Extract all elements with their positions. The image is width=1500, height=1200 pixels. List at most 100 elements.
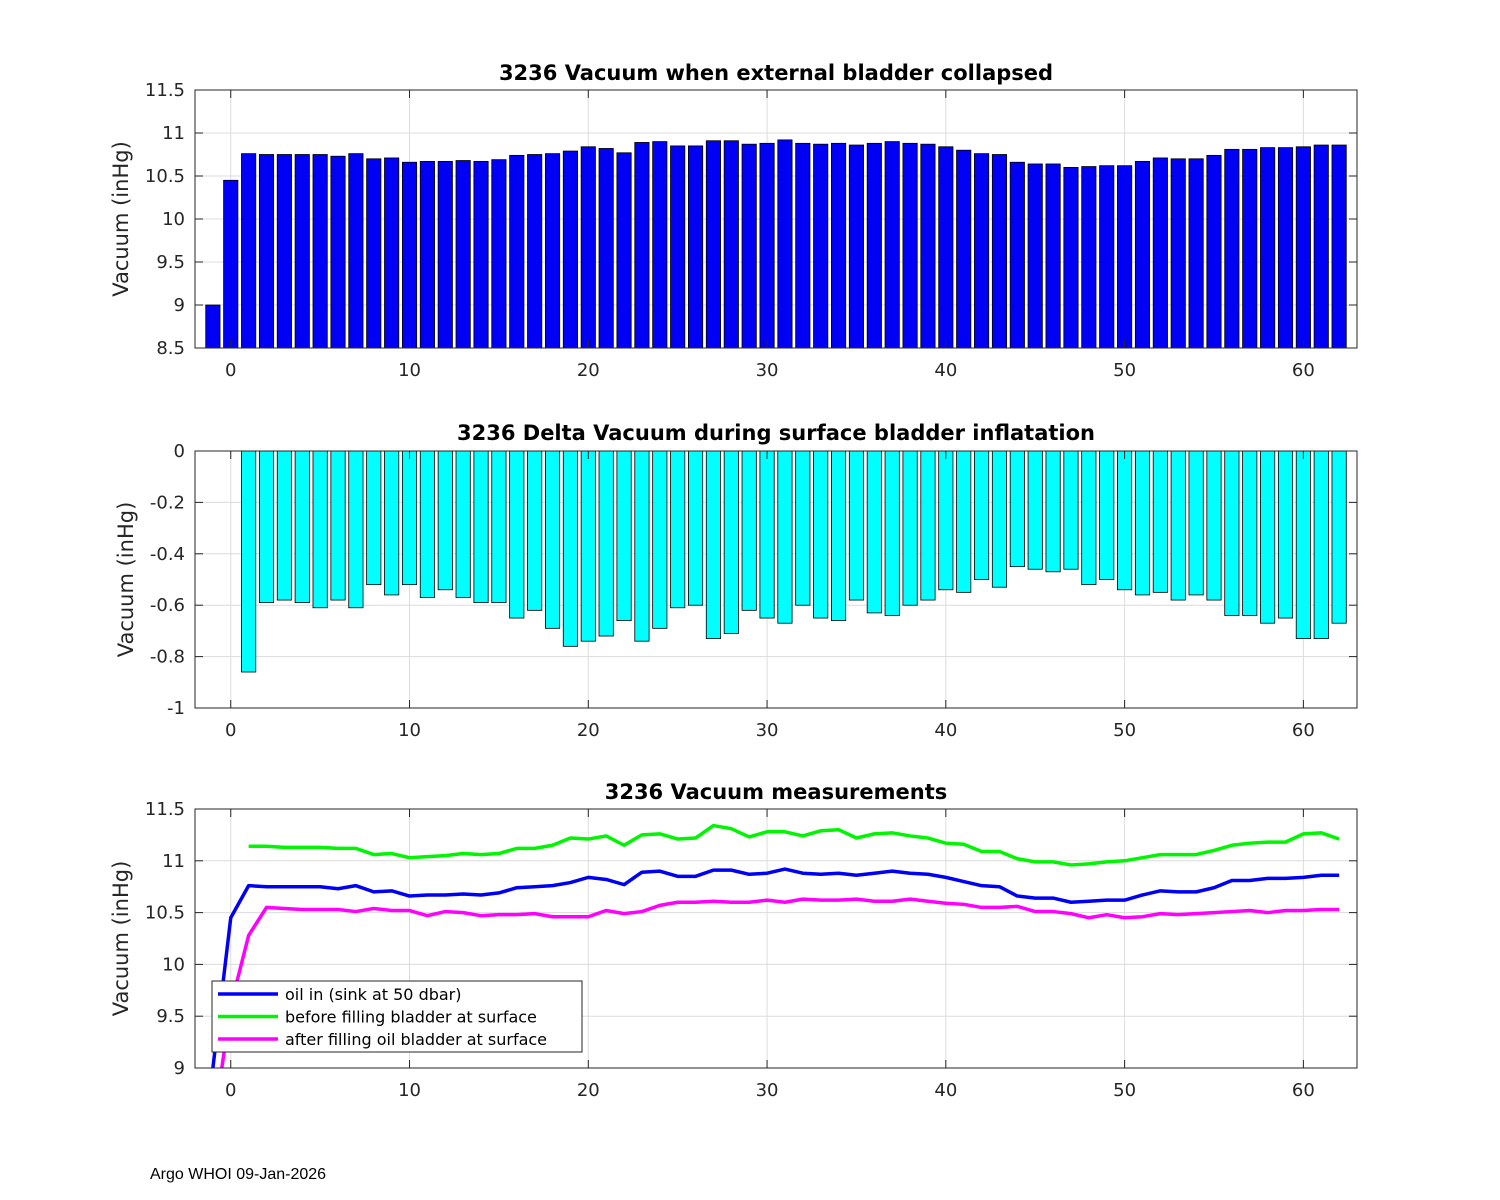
delta-vacuum-bar [1277,450,1294,619]
vacuum-collapsed-bar [1295,146,1311,349]
delta-vacuum-bar [777,450,793,624]
vacuum-collapsed-bar [974,153,990,349]
delta-vacuum-bar [455,450,471,598]
legend-label-after-filling: after filling oil bladder at surface [285,1030,547,1049]
vacuum-collapsed-bar [1009,161,1025,349]
delta-vacuum-bar [652,450,668,629]
vacuum-collapsed-bar [956,149,972,349]
vacuum-collapsed-bar [616,152,632,349]
vacuum-collapsed-bar [598,148,614,349]
vacuum-collapsed-bar [1170,158,1186,349]
delta-vacuum-bar [544,450,561,629]
vacuum-collapsed-y-tick-label: 9 [174,295,185,316]
vacuum-collapsed-bar [455,160,471,349]
vacuum-collapsed-bar [634,142,650,349]
delta-vacuum-x-tick-label: 30 [756,720,779,741]
vacuum-collapsed-x-tick-label: 60 [1292,360,1315,381]
vacuum-collapsed-bar [1045,163,1061,349]
vacuum-collapsed-bar [419,160,435,349]
vacuum-collapsed-x-tick-label: 20 [577,360,600,381]
delta-vacuum-x-tick-label: 20 [577,720,600,741]
delta-vacuum-bar [1081,450,1097,586]
delta-vacuum-bar [437,450,453,591]
vacuum-measurements-ylabel: Vacuum (inHg) [109,861,133,1017]
delta-vacuum-y-ticks: -1 -0.8 -0.6 -0.4 -0.2 0 [150,441,1357,719]
vacuum-collapsed-bar [1206,154,1222,349]
vacuum-measurements-x-tick-label: 60 [1292,1080,1315,1101]
vacuum-measurements-lines [211,823,1340,1068]
legend-label-before-filling: before filling bladder at surface [285,1008,537,1027]
delta-vacuum-bar [705,450,721,640]
delta-vacuum-bar [1313,450,1329,640]
vacuum-measurements-x-tick-label: 50 [1113,1080,1136,1101]
vacuum-collapsed-bar [348,153,364,349]
delta-vacuum-bar [473,450,489,604]
vacuum-measurements-title: 3236 Vacuum measurements [605,780,948,804]
delta-vacuum-bar [491,450,507,604]
vacuum-collapsed-bar [205,304,221,349]
vacuum-measurements-y-tick-label: 9 [174,1058,185,1079]
vacuum-collapsed-bar [795,142,811,349]
vacuum-collapsed-bar [509,154,525,349]
delta-vacuum-bar [1295,450,1311,640]
legend-entry-oil-in: oil in (sink at 50 dbar) [218,985,462,1004]
delta-vacuum-y-tick-label: -0.6 [150,595,185,616]
vacuum-measurements-y-tick-label: 10 [162,954,185,975]
delta-vacuum-bar [831,450,847,622]
delta-vacuum-bar [884,450,900,616]
vacuum-measurements-y-ticks: 9 9.5 10 10.5 11 11.5 [145,799,1357,1079]
vacuum-collapsed-bar [258,154,275,349]
delta-vacuum-bar [759,450,775,619]
vacuum-collapsed-bar [1117,165,1133,349]
delta-vacuum-bar [348,450,364,609]
vacuum-collapsed-bar [688,145,704,349]
vacuum-collapsed-bar [938,146,954,349]
delta-vacuum-x-ticks: 0 10 20 30 40 50 60 [225,451,1315,741]
vacuum-collapsed-chart: 0 10 20 30 40 50 60 8.5 9 9.5 10 10.5 11 11.5 3236 V… [109,61,1358,381]
vacuum-collapsed-bar [527,154,543,349]
delta-vacuum-bar [723,450,739,634]
delta-vacuum-y-tick-label: -0.2 [150,492,185,513]
delta-vacuum-bar [419,450,435,598]
delta-vacuum-bar [974,450,990,580]
vacuum-collapsed-bar [902,142,918,349]
delta-vacuum-axes-box [194,450,1358,709]
delta-vacuum-x-tick-label: 40 [934,720,957,741]
vacuum-collapsed-bar [312,154,328,349]
vacuum-measurements-y-tick-label: 11.5 [145,799,185,820]
vacuum-collapsed-bar [884,141,900,349]
vacuum-collapsed-x-tick-label: 30 [756,360,779,381]
delta-vacuum-bar [1027,450,1043,570]
delta-vacuum-bar [1331,450,1347,624]
delta-vacuum-bar [258,450,275,604]
vacuum-collapsed-bar [544,153,561,349]
legend-label-oil-in: oil in (sink at 50 dbar) [285,985,462,1004]
vacuum-measurements-x-tick-label: 20 [577,1080,600,1101]
vacuum-collapsed-bars [205,139,1347,349]
delta-vacuum-bar [616,450,632,622]
delta-vacuum-bar [366,450,382,586]
vacuum-collapsed-bar [491,159,507,349]
vacuum-collapsed-bar [1260,147,1276,349]
vacuum-measurements-x-ticks: 0 10 20 30 40 50 60 [225,809,1315,1101]
delta-vacuum-x-tick-label: 10 [398,720,421,741]
vacuum-collapsed-bar [223,179,239,349]
delta-vacuum-bar [688,450,704,606]
delta-vacuum-bar [670,450,686,609]
delta-vacuum-bar [1134,450,1151,596]
vacuum-measurements-y-tick-label: 10.5 [145,903,185,924]
vacuum-collapsed-bar [741,143,757,349]
vacuum-measurements-chart: 0 10 20 30 40 50 60 9 9.5 10 10.5 11 11.5 3236 Vacu… [109,780,1358,1101]
vacuum-collapsed-bar [1099,165,1115,349]
vacuum-collapsed-bar [759,142,775,349]
delta-vacuum-bar [956,450,972,593]
delta-vacuum-bar [991,450,1008,588]
vacuum-collapsed-x-tick-label: 10 [398,360,421,381]
vacuum-collapsed-bar [723,140,739,349]
delta-vacuum-bar [1009,450,1025,568]
vacuum-collapsed-bar [777,139,793,349]
delta-vacuum-chart: 0 10 20 30 40 50 60 -1 -0.8 -0.6 -0.4 -0.2 0 3236 D… [114,421,1358,741]
delta-vacuum-bar [1242,450,1258,616]
vacuum-collapsed-title: 3236 Vacuum when external bladder collap… [499,61,1053,85]
